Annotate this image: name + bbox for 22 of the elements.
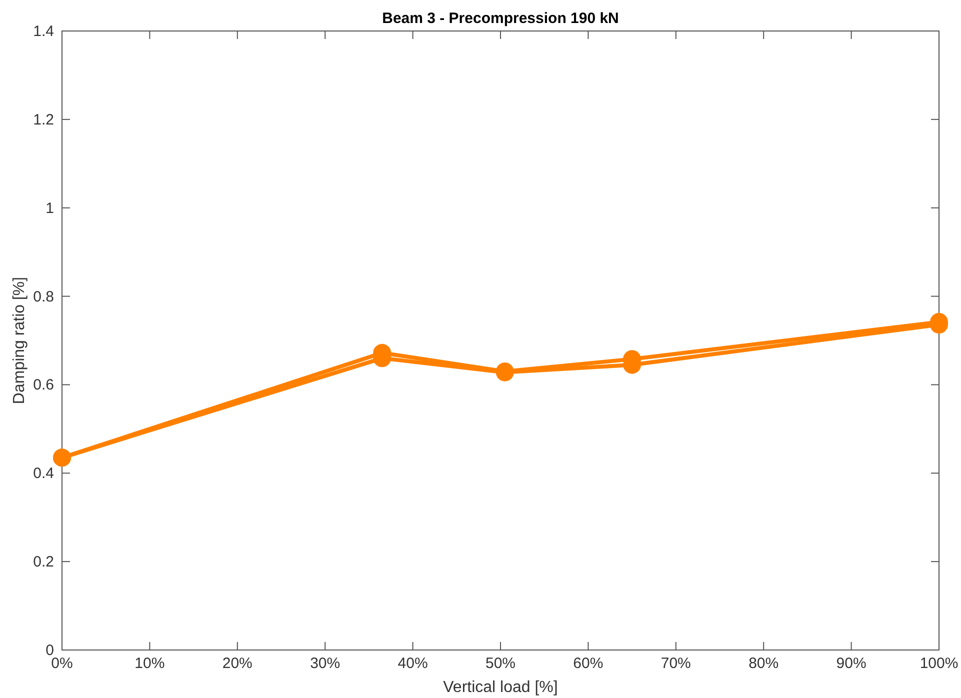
x-tick-label: 50% [485, 655, 516, 672]
x-tick-label: 0% [51, 655, 73, 672]
y-axis-title: Damping ratio [%] [11, 276, 28, 404]
x-tick-label: 10% [134, 655, 165, 672]
x-tick-label: 90% [836, 655, 866, 672]
y-tick-label: 1 [46, 200, 54, 217]
chart-title: Beam 3 - Precompression 190 kN [382, 10, 619, 27]
x-tick-label: 100% [920, 655, 958, 672]
y-tick-label: 0.8 [33, 288, 54, 306]
x-tick-label: 70% [660, 655, 691, 672]
y-tick-label: 0.6 [33, 376, 54, 394]
x-tick-label: 30% [310, 655, 340, 672]
x-tick-label: 60% [573, 655, 604, 672]
y-tick-label: 1.4 [33, 23, 54, 40]
y-tick-label: 0.2 [33, 554, 54, 571]
x-axis-title: Vertical load [%] [443, 679, 558, 696]
x-tick-label: 20% [222, 655, 252, 672]
y-tick-label: 0 [46, 642, 54, 659]
x-tick-label: 40% [398, 655, 428, 672]
y-tick-label: 0.4 [33, 465, 54, 482]
y-tick-label: 1.2 [33, 111, 54, 128]
x-tick-label: 80% [748, 655, 779, 672]
